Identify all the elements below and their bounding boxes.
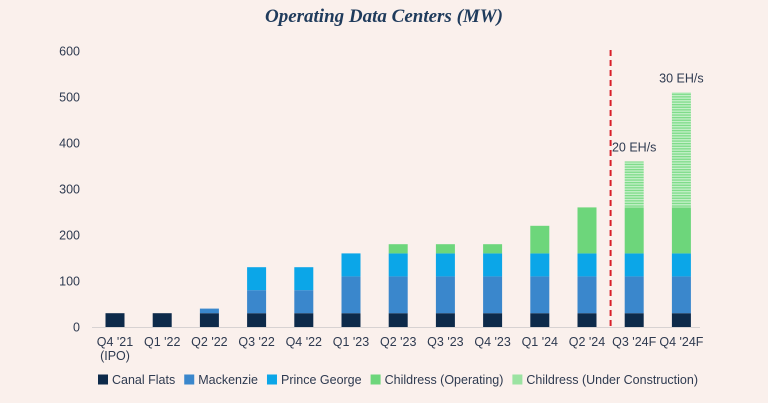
bar-segment-7-1: [435, 276, 455, 314]
bar-segment-10-3: [577, 207, 597, 254]
bar-segment-11-3: [624, 207, 644, 254]
y-tick-label-4: 400: [59, 137, 80, 151]
bar-segment-6-2: [388, 253, 408, 277]
bar-segment-4-1: [294, 290, 314, 314]
bar-segment-8-0: [483, 313, 503, 327]
bar-segment-5-2: [341, 253, 361, 277]
bar-segment-11-0: [624, 313, 644, 327]
bar-segment-12-0: [671, 313, 691, 327]
bar-segment-7-3: [435, 244, 455, 254]
bar-segment-7-2: [435, 253, 455, 277]
x-tick-label-2-0: Q2 '22: [191, 335, 227, 349]
x-tick-label-9-0: Q1 '24: [522, 335, 558, 349]
bar-segment-11-2: [624, 253, 644, 277]
bar-segment-5-1: [341, 276, 361, 314]
x-tick-label-0-0: Q4 '21: [97, 335, 133, 349]
x-tick-label-1-0: Q1 '22: [144, 335, 180, 349]
x-tick-label-11-0: Q3 '24F: [612, 335, 656, 349]
bar-segment-0-0: [105, 313, 125, 327]
legend-swatch-4: [512, 374, 523, 385]
legend-swatch-1: [184, 374, 195, 385]
x-tick-label-10-0: Q2 '24: [569, 335, 605, 349]
y-tick-label-0: 0: [73, 321, 80, 335]
bar-segment-9-0: [530, 313, 550, 327]
y-tick-label-2: 200: [59, 229, 80, 243]
bar-segment-9-1: [530, 276, 550, 314]
x-tick-label-5-0: Q1 '23: [333, 335, 369, 349]
bar-segment-3-1: [247, 290, 267, 314]
bar-segment-12-4: [671, 92, 691, 208]
annotation-1: 30 EH/s: [659, 71, 703, 85]
bar-segment-6-3: [388, 244, 408, 254]
chart-title: Operating Data Centers (MW): [264, 6, 504, 27]
bar-segment-7-0: [435, 313, 455, 327]
bar-segment-9-2: [530, 253, 550, 277]
bar-segment-10-2: [577, 253, 597, 277]
x-tick-label-8-0: Q4 '23: [474, 335, 510, 349]
bar-segment-6-1: [388, 276, 408, 314]
y-tick-label-3: 300: [59, 183, 80, 197]
annotation-0: 20 EH/s: [612, 140, 656, 154]
bar-segment-11-4: [624, 161, 644, 208]
x-tick-label-7-0: Q3 '23: [427, 335, 463, 349]
bar-segment-12-3: [671, 207, 691, 254]
bar-segment-5-0: [341, 313, 361, 327]
bar-segment-11-1: [624, 276, 644, 314]
y-tick-label-5: 500: [59, 91, 80, 105]
legend-swatch-0: [98, 374, 108, 385]
bar-segment-2-0: [199, 313, 219, 327]
legend-label-1: Mackenzie: [198, 373, 258, 387]
bar-segment-4-2: [294, 267, 314, 291]
y-tick-label-6: 600: [59, 45, 80, 59]
legend-swatch-2: [266, 374, 277, 385]
bar-segment-8-2: [483, 253, 503, 277]
x-tick-label-3-0: Q3 '22: [238, 335, 274, 349]
bar-segment-10-0: [577, 313, 597, 327]
x-tick-label-0-1: (IPO): [100, 349, 130, 363]
bar-segment-3-2: [247, 267, 267, 291]
bar-segment-8-1: [483, 276, 503, 314]
legend-swatch-3: [370, 374, 381, 385]
bar-segment-1-0: [152, 313, 172, 327]
bar-segment-12-2: [671, 253, 691, 277]
x-tick-label-6-0: Q2 '23: [380, 335, 416, 349]
legend-label-3: Childress (Operating): [385, 373, 504, 387]
bar-segment-12-1: [671, 276, 691, 314]
bar-segment-3-0: [247, 313, 267, 327]
legend-label-0: Canal Flats: [112, 373, 175, 387]
legend-label-4: Childress (Under Construction): [526, 373, 698, 387]
bar-segment-2-1: [199, 308, 219, 314]
x-tick-label-4-0: Q4 '22: [286, 335, 322, 349]
bar-segment-8-3: [483, 244, 503, 254]
x-tick-label-12-0: Q4 '24F: [659, 335, 703, 349]
bar-segment-10-1: [577, 276, 597, 314]
bar-segment-6-0: [388, 313, 408, 327]
y-tick-label-1: 100: [59, 275, 80, 289]
bar-segment-9-3: [530, 225, 550, 254]
legend-label-2: Prince George: [281, 373, 362, 387]
bar-segment-4-0: [294, 313, 314, 327]
